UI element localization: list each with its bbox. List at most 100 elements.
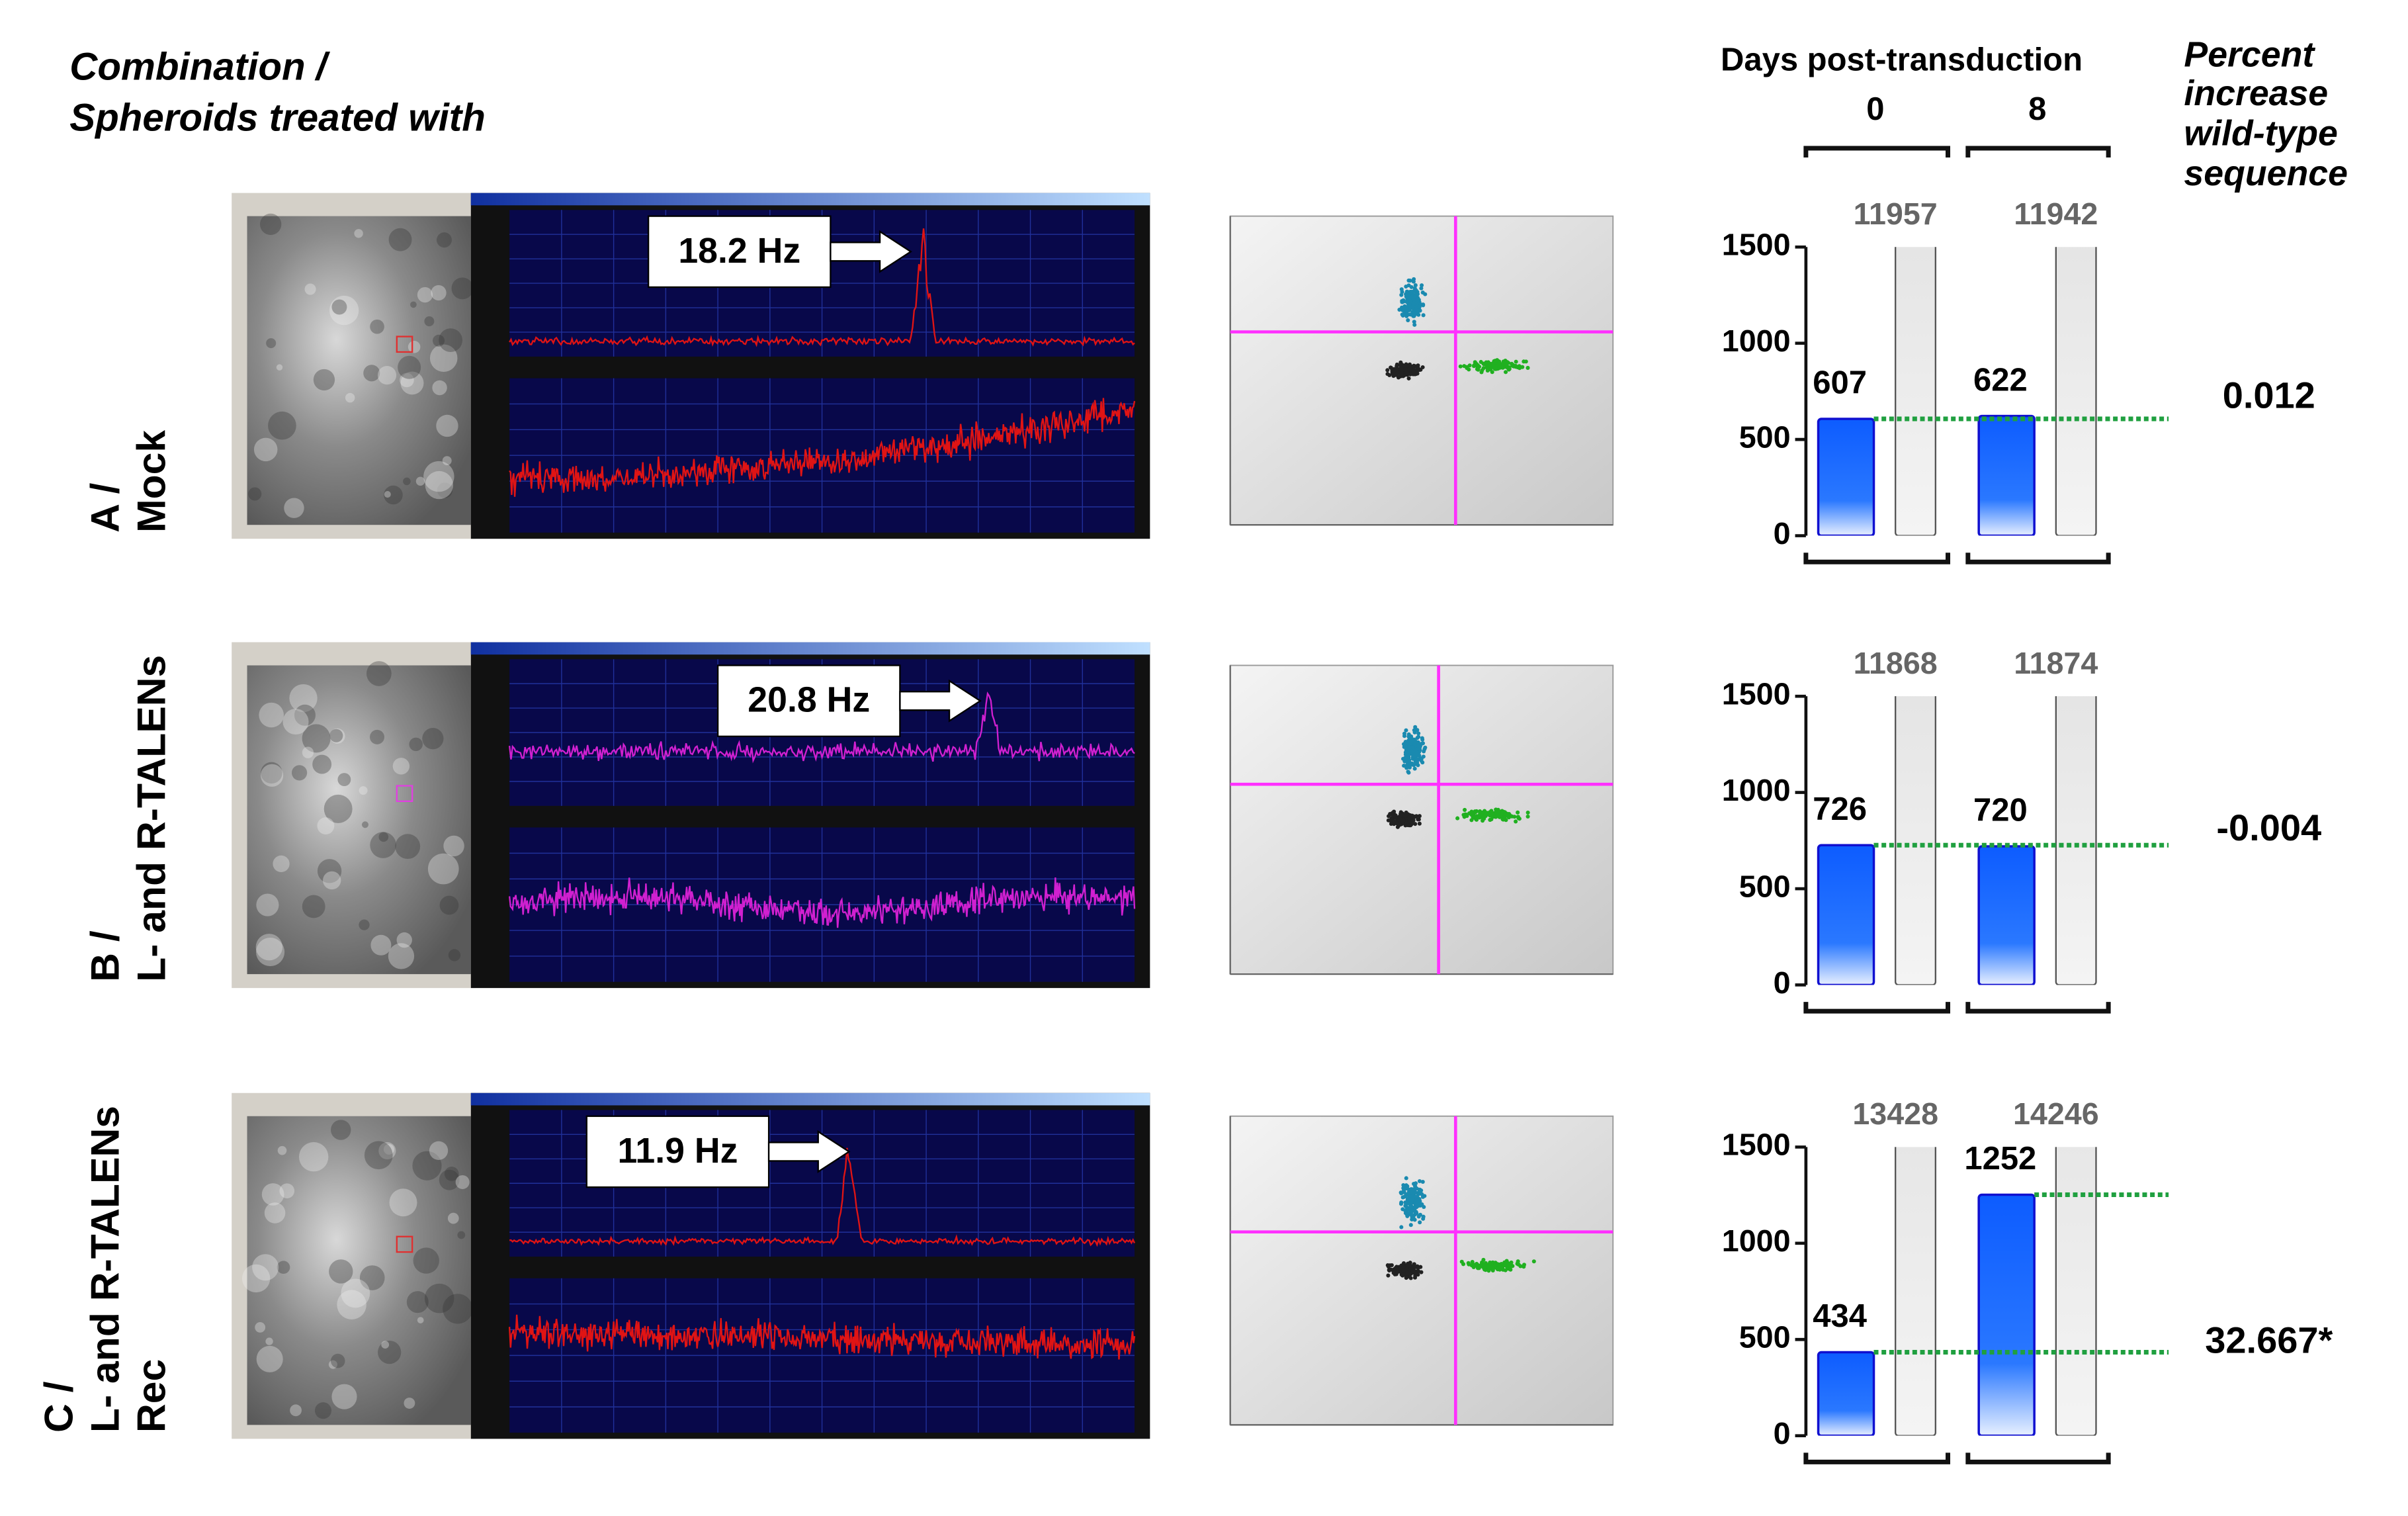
micro-texture xyxy=(329,1259,353,1284)
micro-texture xyxy=(431,285,447,301)
graph-titlebar xyxy=(470,1092,1150,1106)
micro-texture xyxy=(413,1247,439,1274)
droplet xyxy=(1404,728,1408,733)
droplet xyxy=(1504,1264,1509,1269)
micro-texture xyxy=(383,1143,395,1155)
frequency-box xyxy=(647,215,832,289)
row-label: L- and R-TALENs xyxy=(129,655,174,982)
droplet xyxy=(1414,758,1419,763)
droplet xyxy=(1412,1212,1417,1217)
blue-value: 726 xyxy=(1813,791,1867,827)
droplet xyxy=(1421,302,1426,307)
micro-texture xyxy=(424,1283,454,1314)
droplet xyxy=(1471,815,1475,819)
frequency-trace xyxy=(509,228,1135,347)
droplet xyxy=(1400,312,1404,317)
micro-texture xyxy=(268,411,296,440)
droplet xyxy=(1403,367,1408,372)
micro-texture xyxy=(313,369,335,391)
micro-texture xyxy=(457,1231,466,1239)
micro-texture xyxy=(366,661,392,686)
blue-value: 434 xyxy=(1813,1298,1867,1334)
micro-texture xyxy=(381,1341,390,1349)
y-tick-label: 1500 xyxy=(1722,677,1791,711)
blue-value: 720 xyxy=(1973,793,2028,828)
frequency-label: 20.8 Hz xyxy=(748,680,870,720)
droplet xyxy=(1480,368,1484,373)
y-tick-label: 1500 xyxy=(1722,1128,1791,1162)
micro-texture xyxy=(447,1212,459,1224)
percent-value: -0.004 xyxy=(2216,807,2321,848)
micro-texture xyxy=(370,319,384,334)
droplet xyxy=(1413,312,1418,317)
droplet xyxy=(1416,1266,1420,1271)
y-tick-label: 1000 xyxy=(1722,324,1791,358)
y-tick-label: 500 xyxy=(1739,420,1791,454)
droplet xyxy=(1412,322,1417,327)
micro-texture xyxy=(423,461,454,492)
droplet xyxy=(1385,372,1390,377)
droplet xyxy=(1496,812,1500,817)
frequency-arrow xyxy=(767,1130,851,1173)
droplet xyxy=(1496,807,1500,812)
droplet xyxy=(1402,1188,1406,1193)
droplet xyxy=(1401,818,1406,823)
signal-trace xyxy=(508,877,1136,928)
micro-texture xyxy=(384,490,391,498)
droplet xyxy=(1411,279,1416,283)
gray-value: 11868 xyxy=(1854,646,1938,680)
droplet xyxy=(1407,815,1412,820)
micro-texture xyxy=(443,1294,473,1324)
row-label: C / xyxy=(36,1381,81,1433)
micro-texture xyxy=(337,1290,366,1319)
droplet xyxy=(1471,1265,1476,1270)
droplet xyxy=(1504,811,1508,817)
micro-texture xyxy=(429,344,458,373)
micro-texture xyxy=(451,277,474,300)
droplet xyxy=(1412,766,1417,771)
droplet xyxy=(1518,1264,1523,1269)
droplet xyxy=(1416,309,1420,314)
droplet xyxy=(1389,1263,1394,1268)
gray-bar xyxy=(2055,247,2097,536)
droplet xyxy=(1415,728,1420,733)
micro-texture xyxy=(415,476,425,486)
micro-texture xyxy=(253,437,278,462)
droplet xyxy=(1495,358,1500,363)
micro-texture xyxy=(388,943,415,969)
percent-title: Percent xyxy=(2184,34,2315,74)
micro-texture xyxy=(298,1142,329,1172)
droplet xyxy=(1514,363,1518,368)
droplet xyxy=(1417,1179,1422,1184)
droplet xyxy=(1398,1190,1403,1195)
droplet xyxy=(1413,283,1418,288)
micro-texture xyxy=(437,232,452,248)
droplet xyxy=(1387,1268,1392,1273)
micro-texture xyxy=(370,832,396,858)
droplet xyxy=(1416,735,1421,739)
droplet xyxy=(1410,745,1415,750)
micro-texture xyxy=(290,1404,302,1417)
droplet xyxy=(1404,756,1408,761)
droplet xyxy=(1461,1262,1466,1267)
blue-bar xyxy=(1977,1193,2036,1436)
droplet xyxy=(1496,1266,1501,1271)
micro-texture xyxy=(424,316,435,327)
droplet xyxy=(1416,368,1421,373)
droplet xyxy=(1406,1263,1411,1268)
droplet xyxy=(1406,770,1410,774)
droplet xyxy=(1400,1195,1405,1200)
droplet xyxy=(1407,298,1412,302)
micro-texture xyxy=(256,1345,283,1372)
droplet xyxy=(1507,365,1512,369)
y-tick-label: 500 xyxy=(1739,1320,1791,1355)
micro-texture xyxy=(265,1337,273,1345)
droplet xyxy=(1422,749,1426,754)
micro-texture xyxy=(317,859,342,883)
droplet xyxy=(1394,1265,1398,1270)
droplet xyxy=(1398,817,1402,821)
percent-value: 0.012 xyxy=(2223,375,2315,416)
droplet xyxy=(1504,370,1508,375)
droplet xyxy=(1413,301,1418,306)
